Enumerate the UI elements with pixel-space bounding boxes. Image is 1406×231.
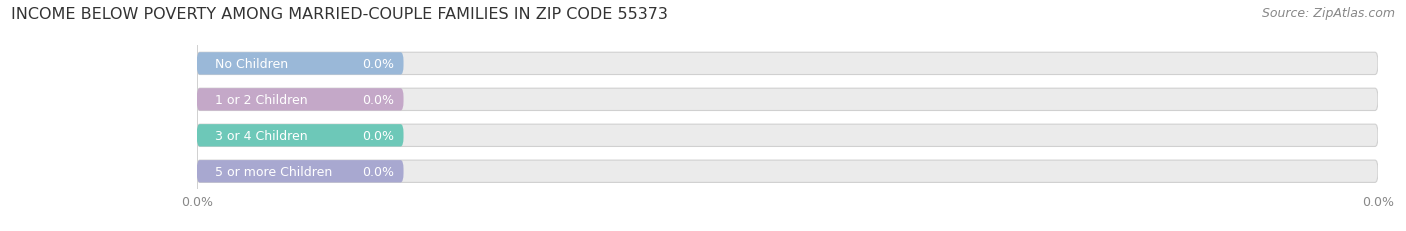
FancyBboxPatch shape — [197, 160, 1378, 183]
Text: 5 or more Children: 5 or more Children — [215, 165, 332, 178]
Text: 0.0%: 0.0% — [363, 165, 394, 178]
FancyBboxPatch shape — [197, 53, 404, 75]
Text: 0.0%: 0.0% — [363, 129, 394, 142]
Text: 3 or 4 Children: 3 or 4 Children — [215, 129, 307, 142]
FancyBboxPatch shape — [197, 53, 1378, 75]
Text: 1 or 2 Children: 1 or 2 Children — [215, 93, 307, 106]
Text: Source: ZipAtlas.com: Source: ZipAtlas.com — [1261, 7, 1395, 20]
Text: INCOME BELOW POVERTY AMONG MARRIED-COUPLE FAMILIES IN ZIP CODE 55373: INCOME BELOW POVERTY AMONG MARRIED-COUPL… — [11, 7, 668, 22]
FancyBboxPatch shape — [197, 125, 1378, 147]
Text: 0.0%: 0.0% — [363, 93, 394, 106]
FancyBboxPatch shape — [197, 89, 1378, 111]
Text: No Children: No Children — [215, 58, 288, 71]
FancyBboxPatch shape — [197, 125, 404, 147]
FancyBboxPatch shape — [197, 160, 404, 183]
Text: 0.0%: 0.0% — [363, 58, 394, 71]
FancyBboxPatch shape — [197, 89, 404, 111]
